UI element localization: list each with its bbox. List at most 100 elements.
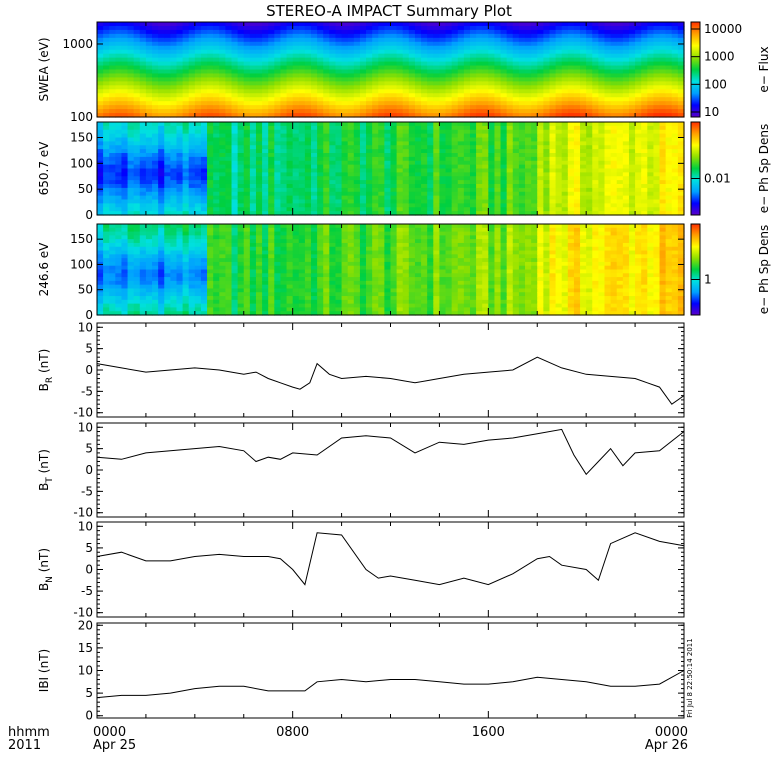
heatmap-cell	[262, 164, 269, 170]
heatmap-cell	[506, 89, 514, 94]
heatmap-cell	[598, 145, 606, 150]
heatmap-cell	[366, 97, 373, 102]
heatmap-cell	[476, 168, 483, 173]
heatmap-cell	[176, 311, 184, 316]
heatmap-cell	[604, 160, 612, 166]
heatmap-cell	[494, 61, 502, 67]
heatmap-cell	[268, 153, 275, 158]
heatmap-cell	[164, 53, 171, 59]
heatmap-cell	[592, 156, 599, 162]
heatmap-cell	[378, 77, 385, 82]
heatmap-cell	[433, 93, 441, 98]
heatmap-cell	[194, 29, 202, 35]
heatmap-cell	[628, 73, 636, 79]
heatmap-cell	[188, 145, 196, 150]
heatmap-cell	[433, 191, 441, 197]
heatmap-cell	[347, 195, 355, 201]
heatmap-cell	[317, 149, 324, 154]
heatmap-cell	[341, 141, 349, 146]
heatmap-cell	[158, 122, 165, 127]
heatmap-cell	[347, 101, 355, 106]
heatmap-cell	[292, 93, 300, 98]
heatmap-cell	[109, 250, 116, 255]
heatmap-cell	[396, 125, 404, 131]
heatmap-cell	[390, 93, 398, 98]
heatmap-cell	[402, 101, 410, 106]
heatmap-cell	[561, 145, 569, 150]
heatmap-cell	[176, 93, 184, 98]
heatmap-cell	[97, 149, 104, 154]
heatmap-cell	[653, 37, 661, 43]
heatmap-cell	[531, 109, 538, 114]
heatmap-cell	[268, 85, 275, 90]
heatmap-cell	[506, 29, 514, 35]
heatmap-cell	[506, 195, 514, 201]
heatmap-cell	[604, 25, 612, 31]
heatmap-cell	[145, 49, 153, 55]
heatmap-cell	[268, 77, 275, 82]
heatmap-cell	[194, 49, 202, 55]
heatmap-cell	[610, 61, 618, 67]
heatmap-cell	[494, 85, 502, 90]
heatmap-cell	[671, 133, 679, 139]
heatmap-cell	[145, 73, 153, 79]
heatmap-cell	[262, 133, 269, 139]
heatmap-cell	[274, 199, 282, 204]
heatmap-cell	[665, 207, 673, 212]
heatmap-cell	[628, 41, 636, 47]
heatmap-cell	[109, 122, 116, 127]
heatmap-cell	[469, 81, 477, 86]
heatmap-cell	[469, 33, 477, 39]
heatmap-cell	[439, 41, 447, 47]
heatmap-cell	[659, 65, 667, 71]
heatmap-cell	[213, 85, 220, 90]
heatmap-cell	[200, 57, 208, 63]
heatmap-cell	[549, 29, 557, 35]
heatmap-cell	[561, 125, 569, 131]
heatmap-cell	[671, 145, 679, 150]
heatmap-cell	[231, 164, 239, 170]
heatmap-cell	[469, 160, 477, 166]
heatmap-cell	[152, 77, 159, 82]
heatmap-cell	[133, 296, 141, 301]
heatmap-cell	[317, 57, 324, 63]
heatmap-cell	[598, 45, 606, 51]
heatmap-cell	[145, 231, 153, 236]
heatmap-cell	[347, 164, 355, 170]
heatmap-cell	[133, 227, 141, 233]
heatmap-cell	[677, 113, 685, 118]
heatmap-cell	[121, 227, 129, 233]
heatmap-cell	[121, 280, 129, 286]
heatmap-cell	[182, 307, 190, 312]
heatmap-cell	[635, 187, 642, 193]
heatmap-cell	[158, 77, 165, 82]
heatmap-cell	[158, 65, 165, 71]
heatmap-cell	[103, 133, 110, 139]
heatmap-cell	[677, 101, 685, 106]
heatmap-cell	[414, 85, 422, 90]
heatmap-cell	[531, 49, 538, 55]
heatmap-cell	[427, 195, 434, 201]
heatmap-cell	[359, 77, 367, 82]
heatmap-cell	[103, 180, 110, 185]
heatmap-cell	[115, 184, 123, 189]
heatmap-cell	[176, 164, 184, 170]
heatmap-cell	[139, 273, 147, 278]
heatmap-cell	[439, 149, 447, 154]
heatmap-cell	[170, 129, 178, 135]
heatmap-cell	[304, 156, 312, 162]
heatmap-cell	[567, 172, 575, 177]
heatmap-cell	[145, 113, 153, 118]
heatmap-cell	[139, 211, 147, 216]
heatmap-cell	[433, 85, 441, 90]
heatmap-cell	[304, 97, 312, 102]
heatmap-cell	[249, 105, 257, 110]
heatmap-cell	[457, 160, 465, 166]
heatmap-cell	[347, 207, 355, 212]
heatmap-cell	[139, 156, 147, 162]
heatmap-cell	[115, 160, 123, 166]
heatmap-cell	[543, 65, 551, 71]
heatmap-cell	[182, 156, 190, 162]
heatmap-cell	[573, 153, 581, 158]
heatmap-cell	[292, 145, 300, 150]
